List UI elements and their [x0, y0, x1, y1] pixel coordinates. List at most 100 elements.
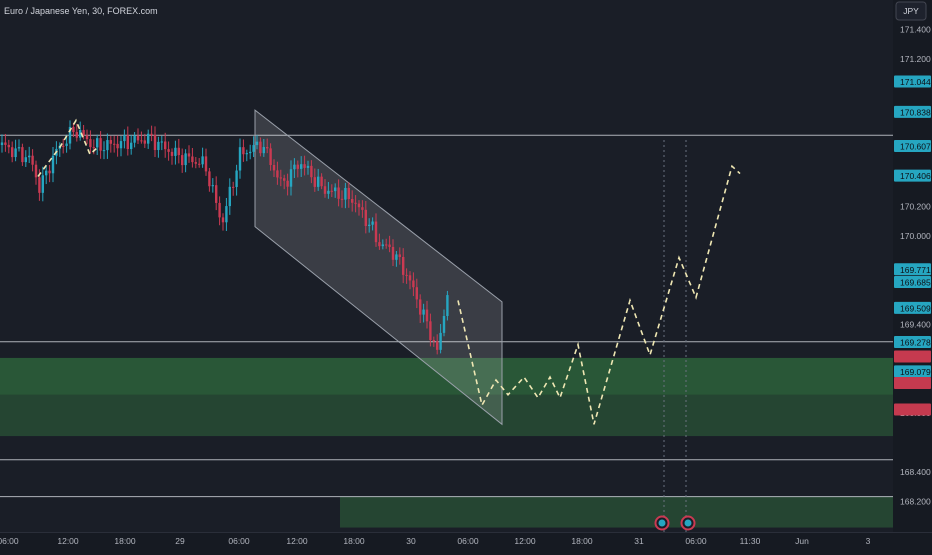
candle-body[interactable]: [113, 143, 116, 145]
candle-body[interactable]: [184, 153, 187, 166]
candle-body[interactable]: [157, 141, 160, 151]
candle-body[interactable]: [133, 135, 136, 143]
candle-body[interactable]: [211, 185, 214, 187]
candle-body[interactable]: [7, 144, 10, 148]
candle-body[interactable]: [344, 187, 347, 200]
candle-body[interactable]: [402, 256, 405, 275]
candle-body[interactable]: [218, 202, 221, 218]
candle-body[interactable]: [123, 135, 126, 142]
candle-body[interactable]: [334, 187, 337, 192]
candle-body[interactable]: [269, 148, 272, 165]
candle-body[interactable]: [153, 134, 157, 151]
candle-body[interactable]: [130, 142, 133, 150]
candle-body[interactable]: [381, 244, 384, 247]
candle-body[interactable]: [442, 315, 446, 333]
candle-body[interactable]: [388, 244, 391, 247]
candle-body[interactable]: [164, 141, 167, 150]
candle-body[interactable]: [232, 186, 235, 188]
candle-body[interactable]: [96, 138, 99, 148]
candle-body[interactable]: [354, 202, 357, 204]
candle-body[interactable]: [191, 156, 194, 163]
candle-body[interactable]: [140, 140, 143, 142]
candle-body[interactable]: [259, 141, 262, 154]
candle-body[interactable]: [65, 143, 68, 146]
candle-body[interactable]: [286, 180, 289, 187]
candle-body[interactable]: [147, 133, 150, 144]
candle-body[interactable]: [14, 148, 17, 158]
candle-body[interactable]: [347, 187, 350, 199]
candle-body[interactable]: [279, 177, 282, 179]
candle-body[interactable]: [395, 254, 398, 260]
candle-body[interactable]: [21, 147, 24, 163]
candle-body[interactable]: [215, 185, 218, 203]
candle-body[interactable]: [136, 135, 140, 141]
candle-body[interactable]: [398, 254, 401, 257]
candle-body[interactable]: [181, 155, 184, 166]
candle-body[interactable]: [429, 321, 432, 341]
candle-body[interactable]: [371, 221, 374, 225]
candle-body[interactable]: [272, 164, 276, 171]
candle-body[interactable]: [317, 176, 320, 187]
candle-body[interactable]: [72, 126, 75, 133]
candle-body[interactable]: [92, 147, 95, 149]
candle-body[interactable]: [143, 140, 146, 144]
candle-body[interactable]: [266, 147, 269, 149]
candle-body[interactable]: [160, 141, 163, 143]
candle-body[interactable]: [235, 170, 238, 187]
candle-body[interactable]: [337, 187, 340, 199]
support-zone[interactable]: [0, 394, 893, 437]
candle-body[interactable]: [436, 341, 439, 350]
candle-body[interactable]: [289, 169, 293, 187]
plot-background[interactable]: [0, 0, 893, 532]
candle-body[interactable]: [208, 171, 211, 187]
candle-body[interactable]: [432, 340, 435, 342]
candle-body[interactable]: [238, 147, 242, 171]
candle-body[interactable]: [408, 275, 412, 281]
candle-body[interactable]: [385, 244, 388, 246]
candle-body[interactable]: [34, 164, 38, 178]
candle-body[interactable]: [368, 224, 371, 227]
candle-body[interactable]: [293, 164, 296, 170]
candle-body[interactable]: [405, 274, 408, 276]
candle-body[interactable]: [106, 140, 109, 151]
candle-body[interactable]: [242, 147, 245, 155]
candle-body[interactable]: [99, 138, 102, 151]
candle-body[interactable]: [89, 139, 92, 148]
candle-body[interactable]: [167, 149, 170, 152]
candle-body[interactable]: [391, 246, 395, 260]
candle-body[interactable]: [357, 203, 361, 208]
candle-body[interactable]: [378, 242, 381, 247]
candle-body[interactable]: [170, 151, 174, 156]
candle-body[interactable]: [174, 147, 177, 156]
candle-body[interactable]: [419, 299, 422, 315]
candle-body[interactable]: [303, 164, 306, 168]
projection-path-early[interactable]: [37, 118, 99, 177]
candle-body[interactable]: [306, 165, 310, 168]
candle-body[interactable]: [17, 147, 21, 149]
candle-body[interactable]: [177, 147, 180, 156]
candle-body[interactable]: [313, 177, 316, 187]
candle-body[interactable]: [330, 190, 333, 192]
candle-body[interactable]: [85, 135, 89, 140]
candle-body[interactable]: [255, 141, 259, 146]
candle-body[interactable]: [0, 142, 4, 146]
candle-body[interactable]: [119, 141, 123, 149]
candle-body[interactable]: [245, 153, 248, 155]
candle-body[interactable]: [28, 155, 31, 158]
candle-body[interactable]: [41, 175, 44, 193]
candle-body[interactable]: [150, 133, 153, 135]
candle-body[interactable]: [283, 178, 286, 181]
candle-body[interactable]: [31, 155, 34, 165]
candle-body[interactable]: [439, 332, 442, 350]
projection-path[interactable]: [457, 164, 741, 425]
candle-body[interactable]: [225, 206, 228, 223]
candle-body[interactable]: [109, 140, 112, 144]
candle-body[interactable]: [82, 130, 85, 136]
candle-body[interactable]: [201, 156, 204, 165]
candle-body[interactable]: [194, 162, 197, 164]
candle-body[interactable]: [323, 186, 327, 194]
candle-body[interactable]: [300, 164, 303, 169]
candle-body[interactable]: [412, 280, 415, 288]
candle-body[interactable]: [351, 198, 354, 203]
candle-body[interactable]: [38, 177, 41, 193]
